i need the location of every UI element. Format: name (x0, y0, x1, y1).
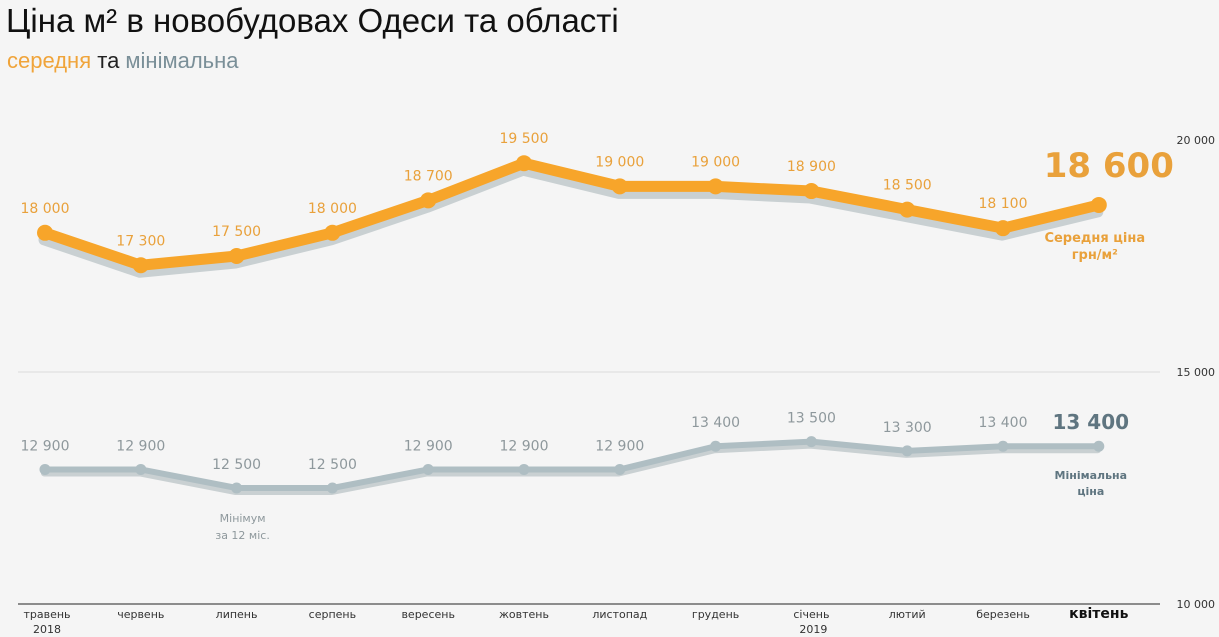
data-label: 13 400 (979, 415, 1028, 431)
series-label: Середня ціна (1044, 231, 1145, 246)
x-tick-sublabel: 2019 (799, 623, 827, 636)
data-point (614, 463, 626, 475)
data-label: 12 900 (21, 438, 70, 454)
data-point (324, 224, 341, 241)
data-label: 17 500 (212, 224, 261, 240)
annotation-text: за 12 міс. (215, 529, 269, 542)
data-label: 13 400 (691, 415, 740, 431)
data-label: 13 300 (883, 420, 932, 436)
data-point (899, 201, 916, 218)
data-label: 12 900 (500, 438, 549, 454)
data-point (37, 224, 53, 241)
data-label: 19 000 (595, 154, 644, 170)
data-label: 18 500 (883, 178, 932, 194)
data-point (231, 482, 243, 494)
x-tick-label: березень (976, 608, 1030, 621)
y-tick-label: 10 000 (1177, 598, 1216, 611)
x-tick-label: червень (117, 608, 164, 621)
data-label: 17 300 (116, 233, 165, 249)
y-tick-label: 15 000 (1177, 366, 1216, 379)
series-shadow (38, 164, 1104, 278)
x-tick-label: квітень (1069, 606, 1128, 622)
data-point (901, 445, 913, 457)
data-point (132, 257, 149, 274)
data-label: 12 900 (116, 438, 165, 454)
data-label: 12 500 (212, 457, 261, 473)
x-tick-label: лютий (889, 608, 926, 621)
x-tick-label: січень (793, 608, 829, 621)
x-tick-label: листопад (592, 608, 647, 621)
data-label: 18 900 (787, 159, 836, 175)
data-label: 12 900 (404, 438, 453, 454)
data-point (707, 178, 724, 195)
data-label: 18 100 (979, 196, 1028, 212)
data-point (420, 192, 437, 209)
data-label: 18 000 (308, 201, 357, 217)
subtitle-minimum: мінімальна (125, 48, 239, 73)
data-point (516, 155, 532, 172)
data-label-current: 18 600 (1044, 146, 1174, 186)
data-point (995, 220, 1011, 237)
data-point (803, 183, 820, 200)
data-label: 19 500 (500, 131, 549, 147)
x-tick-sublabel: 2018 (33, 623, 61, 636)
data-point (422, 463, 434, 475)
subtitle-and: та (91, 48, 126, 73)
x-tick-label: серпень (309, 608, 356, 621)
subtitle-average: середня (7, 48, 92, 73)
x-tick-label: жовтень (499, 608, 549, 621)
series-label: грн/м² (1072, 248, 1118, 263)
chart-subtitle: середня та мінімальна (7, 48, 239, 74)
data-label: 12 500 (308, 457, 357, 473)
x-tick-label: травень (23, 608, 70, 621)
series-label: Мінімальна (1055, 469, 1128, 482)
annotation-text: Мінімум (220, 512, 266, 525)
data-point (805, 436, 817, 448)
series-line (39, 157, 1105, 271)
y-tick-label: 20 000 (1177, 134, 1216, 147)
x-tick-label: липень (216, 608, 258, 621)
data-point (39, 463, 51, 475)
series-label: ціна (1077, 485, 1104, 498)
data-point (1090, 196, 1107, 213)
data-label: 19 000 (691, 154, 740, 170)
data-point (1093, 440, 1105, 452)
data-label: 13 500 (787, 411, 836, 427)
data-point (710, 440, 722, 452)
data-point (228, 248, 245, 264)
data-point (611, 178, 628, 195)
chart-title: Ціна м² в новобудовах Одеси та області (6, 2, 619, 39)
x-tick-label: вересень (401, 608, 455, 621)
data-point (997, 440, 1009, 452)
series-line (42, 438, 1102, 491)
series-shadow (41, 442, 1101, 495)
data-label: 12 900 (595, 438, 644, 454)
data-point (135, 463, 147, 475)
data-point (326, 482, 338, 494)
data-point (518, 463, 530, 475)
x-tick-label: грудень (692, 608, 739, 621)
data-label-current: 13 400 (1053, 410, 1130, 434)
data-label: 18 700 (404, 168, 453, 184)
data-label: 18 000 (21, 201, 70, 217)
